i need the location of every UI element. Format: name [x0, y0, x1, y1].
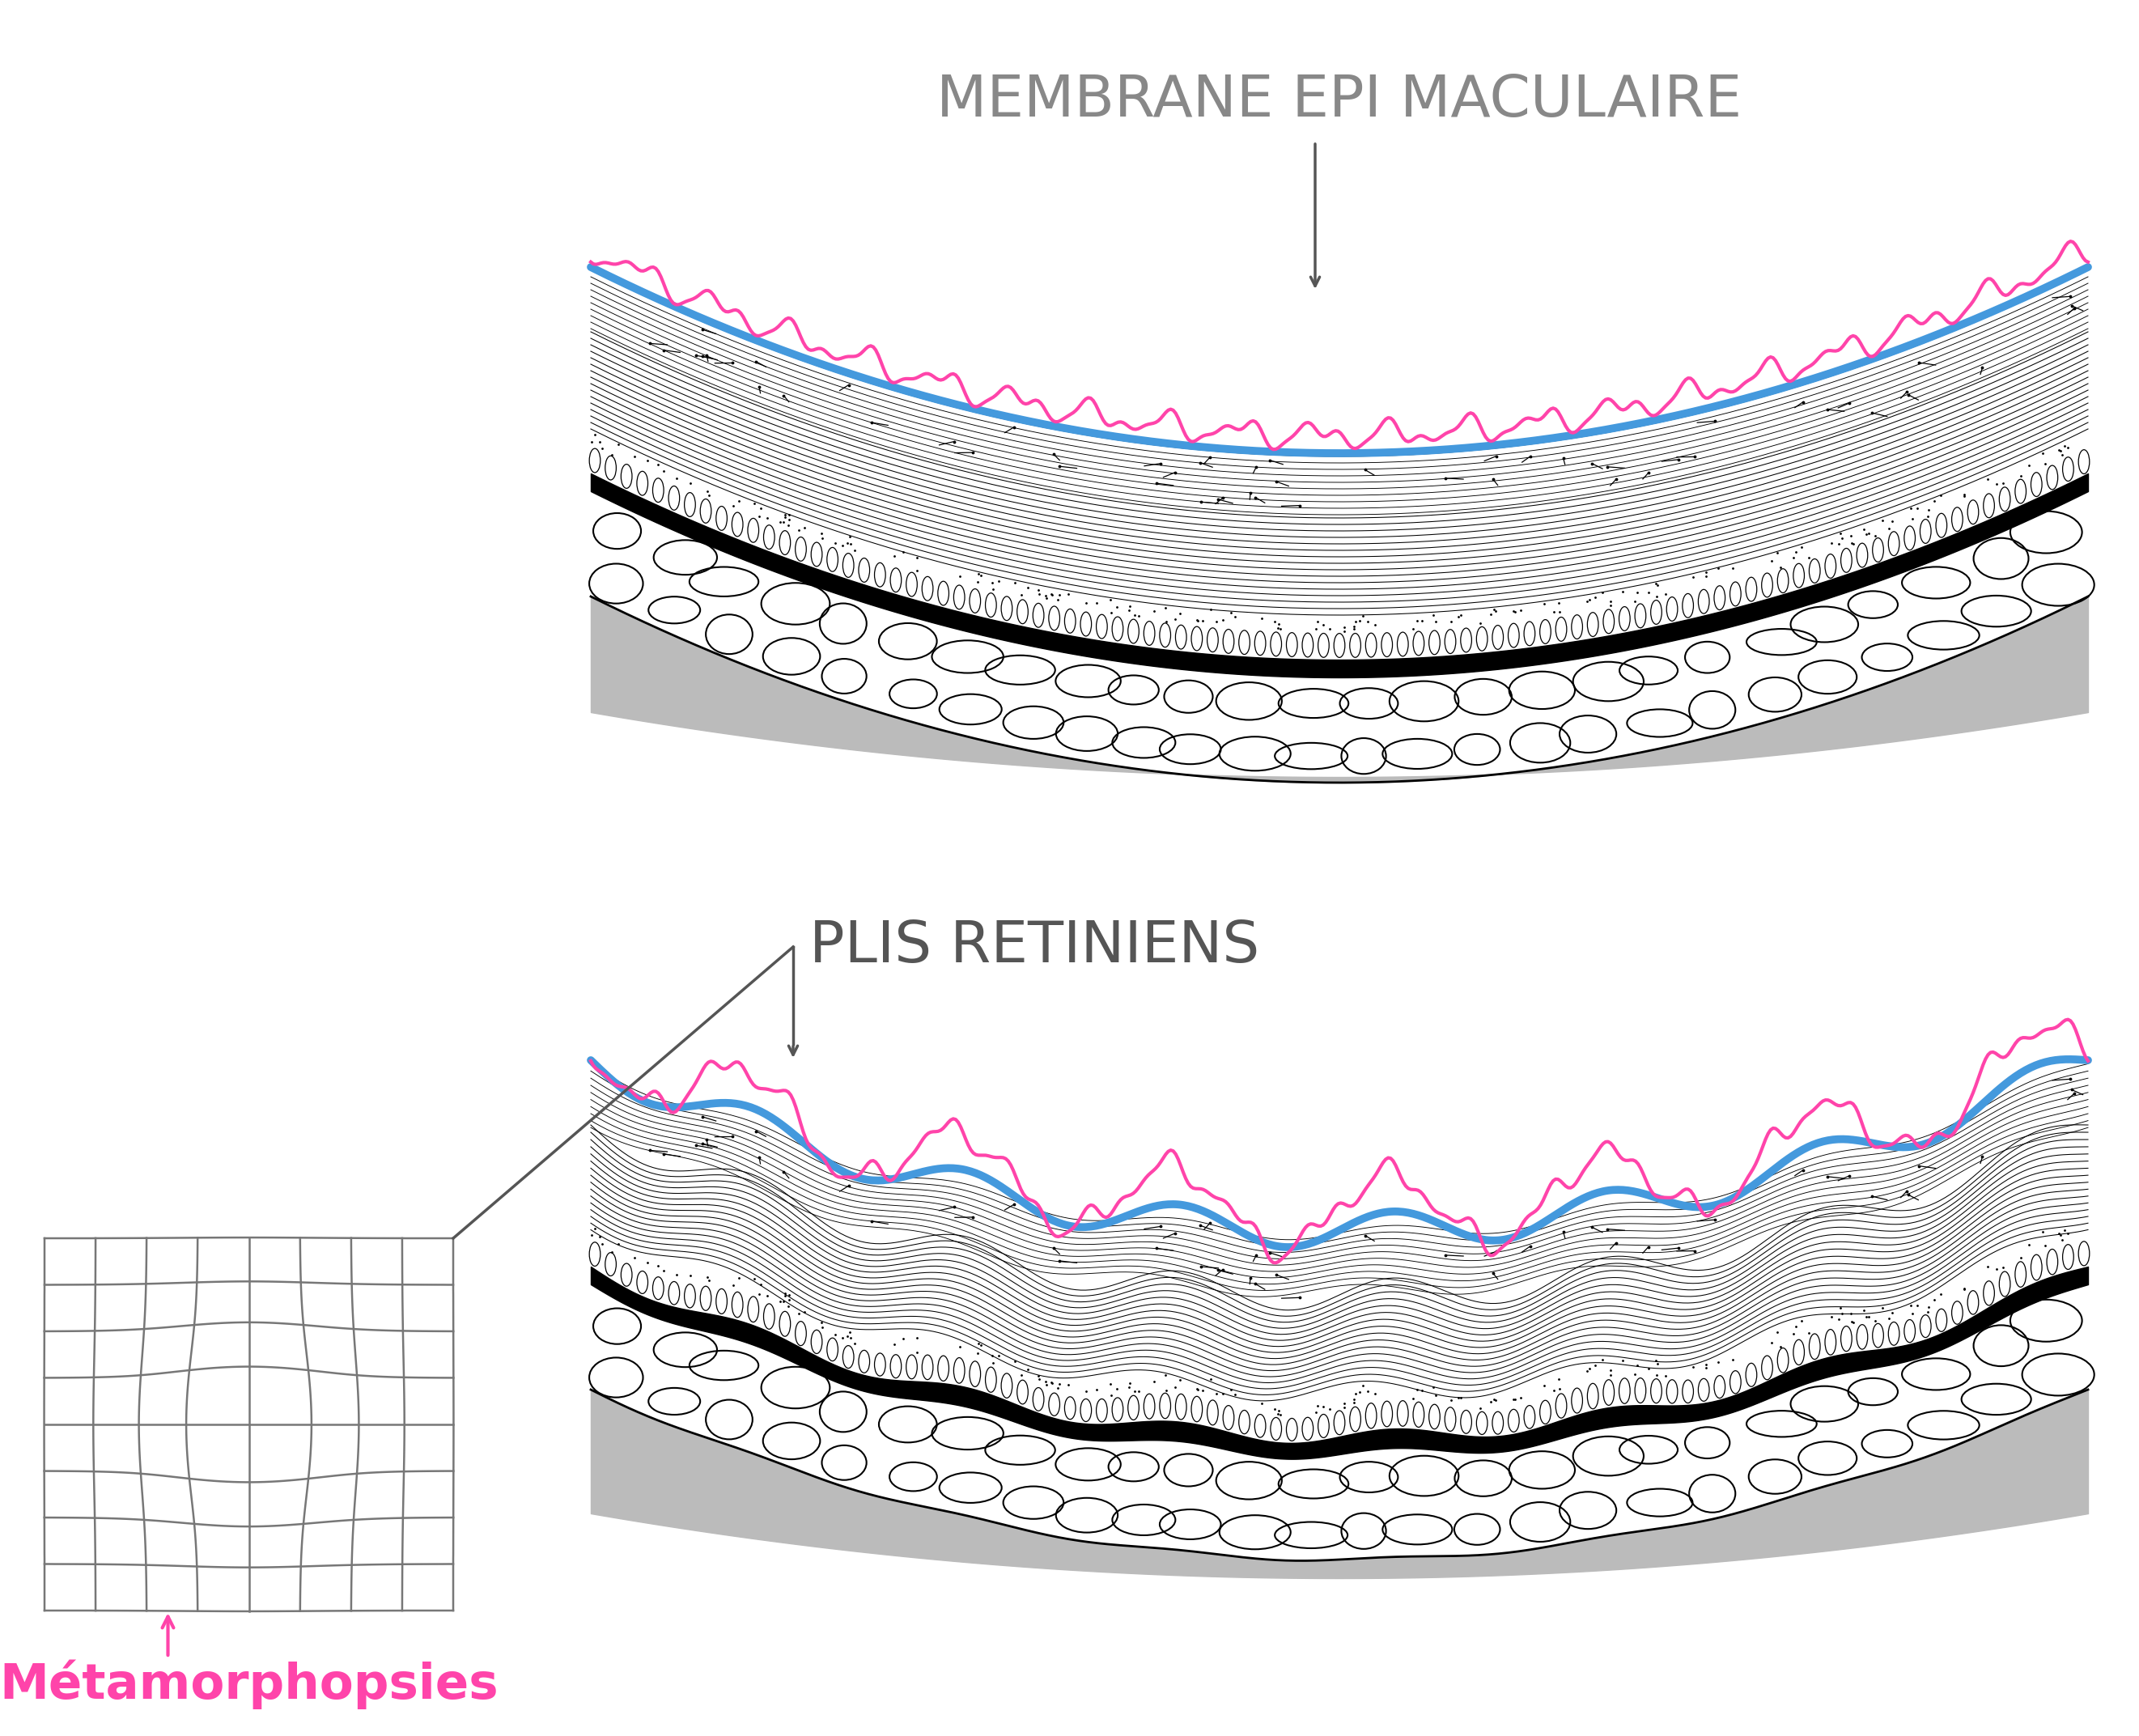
- Text: PLIS RETINIENS: PLIS RETINIENS: [809, 918, 1260, 976]
- Bar: [45, 1238, 453, 1611]
- Text: Métamorphopsies: Métamorphopsies: [0, 1660, 498, 1708]
- Text: MEMBRANE EPI MACULAIRE: MEMBRANE EPI MACULAIRE: [937, 73, 1741, 128]
